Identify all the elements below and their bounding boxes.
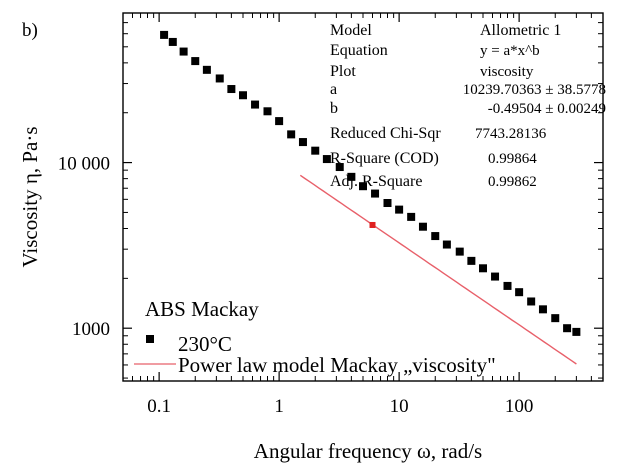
data-point [215,74,224,83]
fit-row-label: Model [330,22,372,39]
data-point [298,138,307,147]
data-point [202,65,211,74]
fit-statistics-table: Model Allometric 1 Equation y = a*x^b Pl… [330,22,606,190]
data-point [563,324,572,333]
fit-row-value: 10239.70363 ± 38.5778 [463,82,606,98]
data-point [538,305,547,314]
data-point [160,30,169,39]
data-point [335,163,344,172]
fit-row-label: Reduced Chi-Sqr [330,125,441,142]
data-point [442,240,451,249]
panel-label: b) [22,20,38,41]
data-point [418,222,427,231]
fit-row-value: -0.49504 ± 0.00249 [488,101,606,117]
fit-row-label: Adj. R-Square [330,173,422,190]
fit-row-value: Allometric 1 [480,22,561,39]
x-axis-title: Angular frequency ω, rad/s [254,439,482,463]
data-point [371,189,380,198]
legend: ABS Mackay 230°C Power law model Mackay … [134,297,496,377]
legend-square-marker [146,335,154,343]
data-point [359,182,367,191]
data-point [455,247,464,256]
data-point [407,212,416,221]
data-points [160,30,581,336]
data-point [275,117,284,126]
data-point [311,146,320,155]
fit-row-label: Equation [330,42,388,59]
fit-row-label: Plot [330,63,356,80]
data-point [431,232,440,241]
fit-marker [369,221,376,228]
legend-title: ABS Mackay [145,297,259,321]
fit-row-value: 0.99862 [488,174,537,190]
legend-entry-label: Power law model Mackay „viscosity" [178,353,496,377]
data-point [503,281,512,290]
x-tick-label: 10 [390,396,409,417]
data-point [467,256,476,265]
data-point [383,199,392,208]
data-point [527,297,536,306]
fit-row-label: a [330,81,337,98]
data-point [179,47,188,56]
legend-entry-label: 230°C [178,332,232,356]
data-point [347,172,356,181]
data-point [322,155,331,164]
fit-row-label: R-Square (COD) [330,150,439,167]
data-point [479,264,487,273]
x-tick-label: 0.1 [147,396,171,417]
fit-line [299,174,577,365]
y-axis-title: Viscosity η, Pa·s [18,127,42,268]
fit-row-value: y = a*x^b [480,43,540,59]
fit-row-value: 7743.28136 [475,126,547,142]
data-point [239,91,247,100]
fit-curve [299,174,577,365]
data-point [395,205,404,214]
fit-row-label: b [330,100,338,117]
data-point [227,85,236,94]
data-point [191,57,200,66]
data-point [491,272,500,281]
data-point [168,37,177,46]
x-tick-label: 100 [505,396,534,417]
y-tick-label: 10 000 [58,154,110,175]
data-point [515,288,524,297]
data-point [287,130,296,139]
fit-row-value: 0.99864 [488,151,537,167]
y-tick-label: 1000 [72,319,110,340]
data-point [572,327,581,336]
x-tick-label: 1 [274,396,284,417]
data-point [263,107,272,116]
axis-ticks: 0.1 1 10 100 1000 10 000 [58,13,603,417]
data-point [551,314,560,323]
fit-row-value: viscosity [480,64,534,80]
data-point [251,100,260,109]
